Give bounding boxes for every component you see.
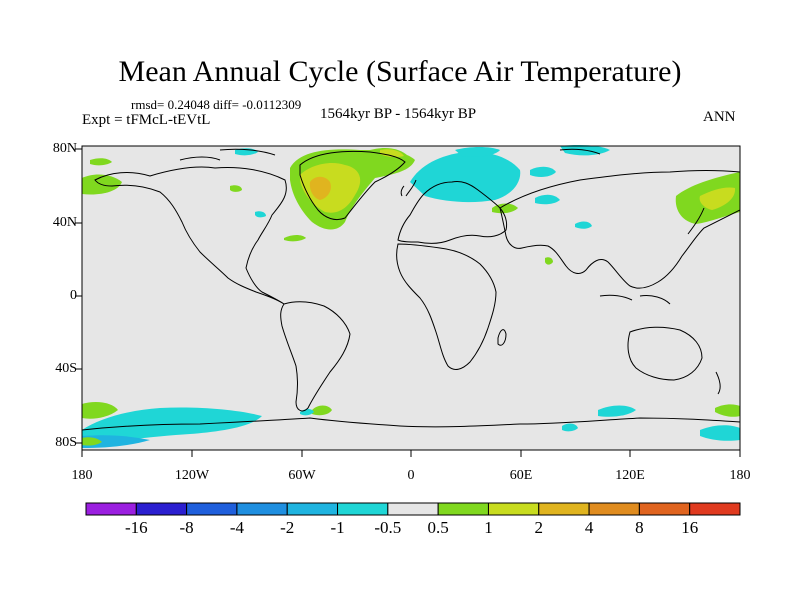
anomaly-cyan-kara	[575, 221, 592, 229]
coast-indonesia	[599, 294, 671, 305]
colorbar-label-9: 4	[584, 518, 594, 537]
colorbar-label-4: -1	[330, 518, 345, 537]
colorbar-box-7	[437, 502, 489, 516]
colorbar-box-4	[286, 502, 339, 516]
lon-label-60w: 60W	[288, 468, 316, 483]
colorbar-box-2	[186, 502, 238, 516]
lat-label-80n: 80N	[52, 141, 77, 156]
colorbar-label-2: -4	[229, 518, 244, 537]
colorbar-box-8	[487, 502, 540, 516]
anomaly-green-weddell	[312, 405, 332, 416]
anomaly-yellow-east-asia	[699, 187, 736, 210]
colorbar-label-8: 2	[534, 518, 544, 537]
anomaly-cyan-barents	[530, 166, 556, 177]
season-label: ANN	[703, 109, 736, 125]
colorbar-label-5: -0.5	[374, 518, 402, 537]
colorbar-label-10: 8	[635, 518, 644, 537]
colorbar-box-1	[135, 502, 188, 516]
coast-asia	[499, 170, 741, 289]
lon-label-60e: 60E	[509, 468, 533, 483]
anomaly-green-india	[545, 257, 553, 265]
coast-africa	[396, 243, 497, 370]
anomaly-cyan-arctic	[455, 147, 500, 157]
plot-title: Mean Annual Cycle (Surface Air Temperatu…	[118, 55, 682, 88]
coast-south-america	[280, 301, 351, 412]
colorbar-box-6	[387, 502, 439, 516]
anomaly-cyan-lakes	[255, 211, 266, 218]
colorbar-label-1: -8	[179, 518, 194, 537]
coast-north-america	[94, 166, 287, 305]
lon-label-180e: 180	[729, 468, 751, 483]
lon-label-120w: 120W	[174, 468, 210, 483]
anomaly-cyan-antarctic-west	[82, 435, 150, 448]
coast-newzealand	[715, 371, 721, 395]
anomaly-orange-greenland	[309, 176, 331, 200]
experiment-label: Expt = tFMcL-tEVtL	[82, 112, 211, 128]
colorbar-box-9	[538, 502, 590, 516]
anomaly-green-antarctic-bottom	[82, 437, 102, 446]
anomaly-cyan-antarctic-pacific	[82, 407, 262, 446]
lat-label-80s: 80S	[55, 435, 77, 450]
colorbar-label-6: 0.5	[427, 518, 449, 537]
anomaly-cyan-east-antarctic-2	[562, 423, 578, 432]
coast-japan	[687, 207, 705, 235]
coast-uk	[400, 179, 417, 197]
anomaly-cyan-siberia	[535, 194, 560, 205]
lon-label-0: 0	[407, 468, 415, 483]
lat-label-40s: 40S	[55, 361, 77, 376]
period-label: 1564kyr BP - 1564kyr BP	[320, 106, 477, 122]
anomaly-cyan-east-antarctic	[598, 405, 636, 417]
colorbar-label-7: 1	[484, 518, 493, 537]
anomaly-green-hudson	[230, 185, 242, 192]
colorbar-box-11	[638, 502, 691, 516]
anomaly-green-alaska-n	[90, 158, 112, 166]
colorbar-box-10	[588, 502, 640, 516]
lat-label-40n: 40N	[52, 215, 77, 230]
colorbar-box-3	[236, 502, 288, 516]
map-background	[82, 146, 740, 450]
lat-label-0: 0	[70, 288, 77, 303]
coast-australia	[627, 326, 703, 381]
colorbar-label-11: 16	[681, 518, 699, 537]
coast-arctic-islands	[179, 148, 601, 161]
rmsd-diff-stats: rmsd= 0.24048 diff= -0.0112309	[131, 97, 302, 112]
colorbar-label-3: -2	[280, 518, 295, 537]
anomaly-cyan-scandinavia	[410, 151, 521, 203]
anomaly-green-antarctic-pacific	[82, 402, 118, 419]
anomaly-cyan-ross	[700, 425, 740, 441]
coast-madagascar	[497, 329, 507, 346]
coast-antarctica	[81, 417, 741, 431]
anomaly-green-ross	[715, 404, 740, 417]
coastlines	[81, 148, 741, 431]
colorbar-box-5	[337, 502, 389, 516]
anomaly-green-atlantic	[284, 235, 306, 242]
coast-greenland	[299, 150, 406, 221]
anomaly-yellow-greenland-n	[380, 149, 404, 158]
axis-ticks	[75, 148, 741, 457]
colorbar-label-0: -16	[124, 518, 148, 537]
colorbar-box-12	[689, 502, 741, 516]
lon-label-180w: 180	[71, 468, 93, 483]
lon-label-120e: 120E	[615, 468, 645, 483]
colorbar-box-0	[85, 502, 137, 516]
